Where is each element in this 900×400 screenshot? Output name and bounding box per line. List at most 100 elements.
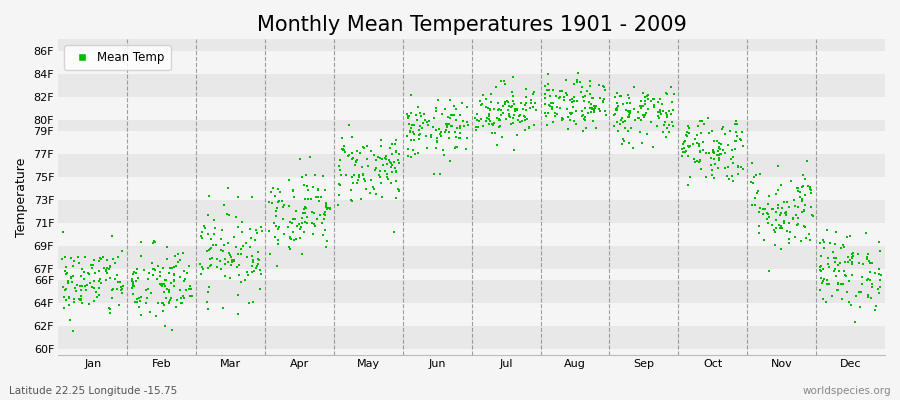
Point <box>678 138 692 144</box>
Point <box>320 202 334 208</box>
Point <box>296 210 310 217</box>
Point <box>289 223 303 230</box>
Point <box>125 276 140 282</box>
Point <box>683 143 698 149</box>
Point <box>263 251 277 258</box>
Point <box>860 292 875 299</box>
Bar <box>58 131 885 154</box>
Point <box>361 163 375 169</box>
Point <box>483 106 498 113</box>
Point <box>507 147 521 154</box>
Point <box>401 121 416 127</box>
Point <box>582 91 597 97</box>
Point <box>622 112 636 118</box>
Point <box>103 263 117 270</box>
Point <box>773 246 788 252</box>
Point <box>174 294 188 301</box>
Point <box>495 134 509 140</box>
Point <box>615 141 629 147</box>
Point <box>541 81 555 87</box>
Point <box>586 118 600 124</box>
Point <box>873 248 887 255</box>
Point <box>444 123 458 130</box>
Point <box>844 261 859 267</box>
Text: Latitude 22.25 Longitude -15.75: Latitude 22.25 Longitude -15.75 <box>9 386 177 396</box>
Point <box>236 243 250 249</box>
Point <box>286 186 301 193</box>
Point <box>384 164 399 170</box>
Point <box>201 231 215 237</box>
Point <box>618 118 633 124</box>
Point <box>565 96 580 102</box>
Point <box>310 216 325 222</box>
Point <box>134 239 148 245</box>
Point <box>842 298 856 305</box>
Point <box>356 144 371 150</box>
Point <box>264 189 278 195</box>
Point <box>198 225 212 231</box>
Point <box>482 120 496 127</box>
Point <box>638 112 652 119</box>
Point <box>487 120 501 126</box>
Point <box>271 226 285 232</box>
Point <box>288 216 302 222</box>
Point <box>300 220 314 226</box>
Point <box>156 308 170 314</box>
Point <box>292 235 307 241</box>
Point <box>653 111 668 117</box>
Point <box>408 131 422 137</box>
Point <box>67 258 81 264</box>
Point <box>58 268 72 274</box>
Point <box>124 285 139 292</box>
Point <box>437 152 452 158</box>
Point <box>550 111 564 117</box>
Point <box>851 289 866 296</box>
Point <box>441 114 455 120</box>
Point <box>449 144 464 150</box>
Point <box>148 313 163 319</box>
Point <box>850 250 865 257</box>
Point <box>468 127 482 133</box>
Point <box>729 138 743 144</box>
Point <box>506 115 520 122</box>
Point <box>688 159 702 166</box>
Point <box>727 121 742 127</box>
Point <box>797 176 812 182</box>
Point <box>359 186 374 192</box>
Point <box>125 281 140 287</box>
Point <box>730 121 744 128</box>
Point <box>392 157 406 164</box>
Point <box>712 140 726 146</box>
Point <box>706 147 720 153</box>
Point <box>797 202 812 208</box>
Point <box>75 300 89 306</box>
Point <box>470 117 484 123</box>
Point <box>482 110 497 117</box>
Point <box>129 270 143 276</box>
Point <box>772 222 787 228</box>
Point <box>689 132 704 138</box>
Point <box>194 260 208 267</box>
Point <box>862 269 877 276</box>
Point <box>681 153 696 159</box>
Point <box>548 110 562 116</box>
Point <box>474 102 489 108</box>
Point <box>243 226 257 232</box>
Point <box>861 294 876 300</box>
Point <box>814 268 828 274</box>
Point <box>779 212 794 218</box>
Point <box>402 113 417 120</box>
Point <box>168 263 183 269</box>
Point <box>224 261 238 268</box>
Point <box>813 240 827 246</box>
Point <box>319 244 333 250</box>
Point <box>153 272 167 279</box>
Point <box>560 105 574 112</box>
Point <box>826 268 841 274</box>
Point <box>646 95 661 102</box>
Point <box>340 153 355 160</box>
Point <box>704 162 718 168</box>
Point <box>500 98 515 104</box>
Point <box>447 129 462 135</box>
Point <box>490 142 504 148</box>
